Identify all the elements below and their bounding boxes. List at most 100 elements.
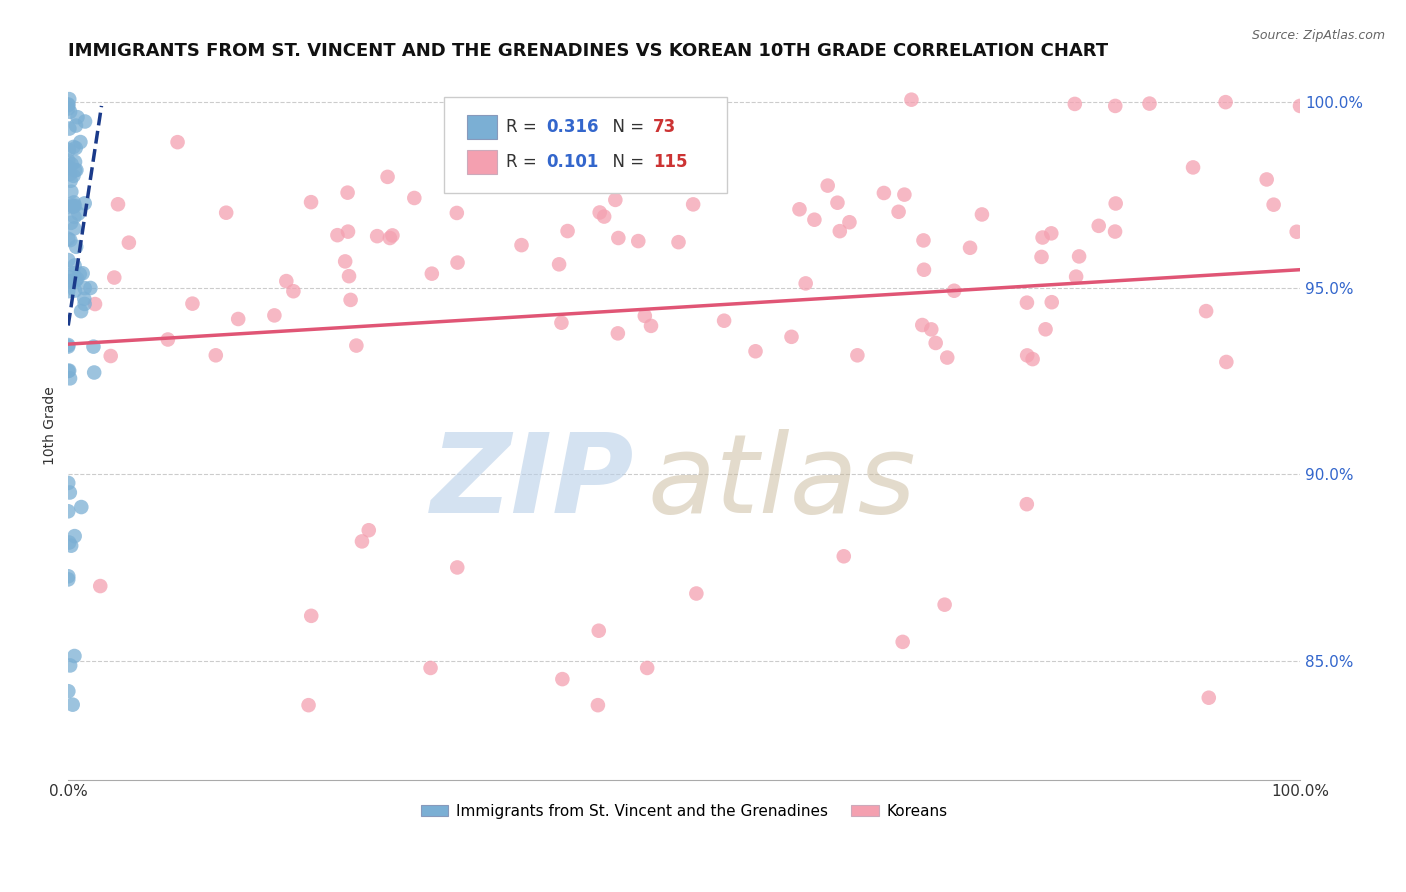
Point xyxy=(156,333,179,347)
Point xyxy=(551,672,574,686)
Text: R =: R = xyxy=(506,153,541,171)
Point xyxy=(920,322,942,336)
Point xyxy=(58,338,80,352)
Point xyxy=(1215,355,1237,369)
Point xyxy=(959,241,981,255)
Point xyxy=(73,281,96,295)
Point xyxy=(1104,99,1126,113)
Point xyxy=(226,312,249,326)
Point xyxy=(69,267,91,281)
Point xyxy=(58,160,80,174)
Point xyxy=(333,254,356,268)
Point xyxy=(58,232,80,246)
Point xyxy=(166,135,188,149)
Point xyxy=(58,504,80,518)
Point xyxy=(1104,225,1126,239)
Point xyxy=(299,195,322,210)
Point xyxy=(65,119,87,133)
Point xyxy=(73,292,96,306)
Point xyxy=(58,535,80,549)
Point xyxy=(640,318,662,333)
Point xyxy=(1198,690,1220,705)
Point xyxy=(588,624,610,638)
Point xyxy=(911,318,934,332)
Point xyxy=(107,197,129,211)
Point xyxy=(62,200,84,214)
Point xyxy=(900,93,922,107)
Point xyxy=(58,121,80,136)
Point xyxy=(817,178,839,193)
Point xyxy=(66,110,89,124)
Point xyxy=(564,176,586,190)
Point xyxy=(873,186,896,200)
Point xyxy=(828,224,851,238)
Point xyxy=(70,500,93,514)
Point xyxy=(62,195,84,210)
Point xyxy=(65,163,87,178)
Point xyxy=(89,579,111,593)
Point xyxy=(803,212,825,227)
Point xyxy=(657,160,679,174)
Point xyxy=(63,210,86,224)
Text: Source: ZipAtlas.com: Source: ZipAtlas.com xyxy=(1251,29,1385,42)
Point xyxy=(65,240,87,254)
Point xyxy=(58,102,80,116)
Point xyxy=(1087,219,1109,233)
Point xyxy=(58,475,80,490)
Point xyxy=(118,235,141,250)
Point xyxy=(79,281,101,295)
Text: ZIP: ZIP xyxy=(432,429,636,536)
Point xyxy=(63,199,86,213)
Point xyxy=(1182,161,1205,175)
Point xyxy=(1256,172,1278,186)
Point xyxy=(59,371,82,385)
Point xyxy=(350,534,373,549)
Point xyxy=(1289,99,1312,113)
Point xyxy=(891,635,914,649)
Point xyxy=(794,277,817,291)
Legend: Immigrants from St. Vincent and the Grenadines, Koreans: Immigrants from St. Vincent and the Gren… xyxy=(415,797,953,825)
Text: N =: N = xyxy=(602,153,650,171)
Point xyxy=(63,163,86,178)
Point xyxy=(73,297,96,311)
Point xyxy=(60,274,83,288)
Point xyxy=(627,234,650,248)
Point xyxy=(326,228,349,243)
Point xyxy=(62,140,84,154)
Point xyxy=(780,330,803,344)
Point xyxy=(65,274,87,288)
Point xyxy=(1040,295,1063,310)
Point xyxy=(297,698,319,713)
Point xyxy=(62,199,84,213)
Point xyxy=(215,205,238,219)
Point xyxy=(67,206,90,220)
Point xyxy=(628,143,651,157)
Point xyxy=(283,284,305,298)
Point xyxy=(58,684,80,698)
Point xyxy=(1215,95,1237,110)
Text: 0.316: 0.316 xyxy=(546,118,599,136)
Text: 73: 73 xyxy=(654,118,676,136)
Point xyxy=(510,238,533,252)
Point xyxy=(934,598,956,612)
Point xyxy=(58,143,80,157)
Point xyxy=(846,348,869,362)
Point xyxy=(634,309,657,323)
Point xyxy=(1195,304,1218,318)
Point xyxy=(66,272,89,286)
Point xyxy=(58,253,80,268)
FancyBboxPatch shape xyxy=(467,150,496,174)
Point xyxy=(63,529,86,543)
Point xyxy=(381,228,404,243)
Point xyxy=(446,206,468,220)
Point xyxy=(60,216,83,230)
Point xyxy=(682,197,704,211)
Point xyxy=(82,340,104,354)
Point xyxy=(586,698,609,713)
Point xyxy=(419,661,441,675)
Point xyxy=(263,309,285,323)
Point xyxy=(404,191,426,205)
Point xyxy=(838,215,860,229)
Point xyxy=(63,259,86,273)
Point xyxy=(58,98,80,112)
